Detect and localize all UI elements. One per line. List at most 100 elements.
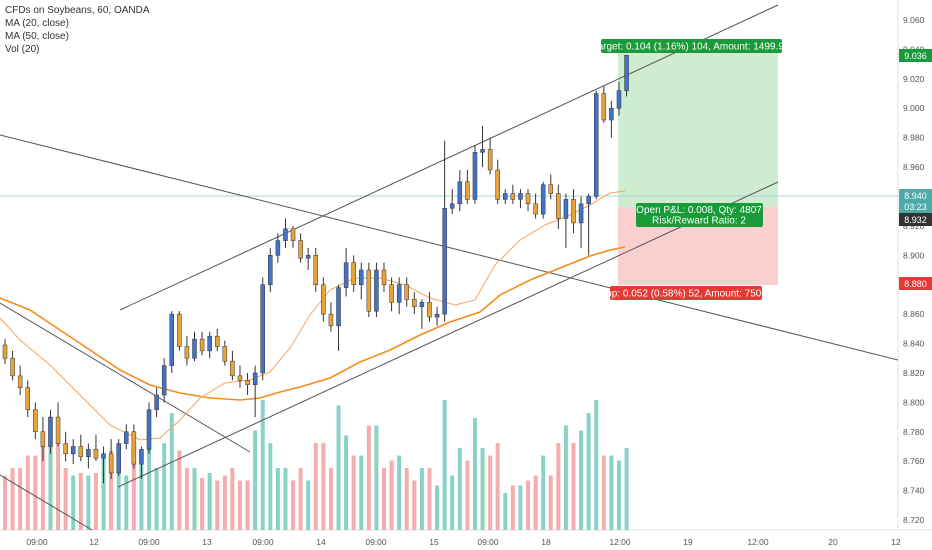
- candle-body[interactable]: [131, 431, 137, 465]
- stop-label[interactable]: Stop: 0.052 (0.58%) 52, Amount: 750.04: [597, 286, 776, 300]
- legend-vol[interactable]: Vol (20): [5, 44, 40, 55]
- candle-body[interactable]: [139, 449, 144, 465]
- candle-body[interactable]: [465, 181, 470, 200]
- target-label[interactable]: Target: 0.104 (1.16%) 104, Amount: 1499.…: [593, 39, 790, 53]
- candle-body[interactable]: [480, 149, 485, 153]
- bottom-left-line[interactable]: [0, 474, 93, 531]
- candle-body[interactable]: [328, 313, 334, 327]
- time-axis[interactable]: 09:00 12 09:00 13 09:00 14 09:00 15 09:00 18 12:00…: [26, 537, 901, 547]
- candle-body[interactable]: [2, 344, 8, 359]
- candle-body[interactable]: [556, 193, 561, 219]
- candle-body[interactable]: [472, 152, 478, 200]
- candle-body[interactable]: [503, 193, 508, 200]
- candle-body[interactable]: [78, 446, 84, 458]
- candle-body[interactable]: [404, 284, 409, 300]
- candle-body[interactable]: [343, 262, 349, 288]
- candle-body[interactable]: [275, 240, 281, 256]
- candle-body[interactable]: [222, 346, 228, 362]
- candle-body[interactable]: [487, 149, 493, 171]
- downtrend-line[interactable]: [0, 134, 899, 361]
- candle-body[interactable]: [457, 181, 463, 205]
- candle-body[interactable]: [366, 269, 372, 312]
- candle-body[interactable]: [313, 255, 319, 285]
- candle-body[interactable]: [381, 269, 387, 285]
- candle-body[interactable]: [305, 255, 311, 259]
- candle-body[interactable]: [161, 365, 167, 396]
- candle-body[interactable]: [412, 299, 417, 308]
- candle-body[interactable]: [396, 284, 402, 303]
- candle-body[interactable]: [93, 449, 99, 459]
- candle-body[interactable]: [616, 90, 622, 109]
- candle-body[interactable]: [283, 228, 288, 241]
- candle-body[interactable]: [10, 357, 15, 377]
- candle-body[interactable]: [63, 443, 68, 455]
- candle-body[interactable]: [290, 228, 296, 241]
- pnl-label[interactable]: Open P&L: 0.008, Qty: 4807 Risk/Reward R…: [636, 203, 763, 227]
- candle-body[interactable]: [321, 284, 326, 315]
- candle-body[interactable]: [40, 431, 46, 447]
- candle-body[interactable]: [593, 93, 599, 197]
- candle-body[interactable]: [101, 453, 106, 459]
- candle-body[interactable]: [184, 346, 190, 359]
- candle-body[interactable]: [525, 193, 531, 205]
- candle-body[interactable]: [601, 93, 607, 121]
- candlesticks[interactable]: [2, 55, 629, 484]
- candle-body[interactable]: [336, 287, 341, 327]
- candle-body[interactable]: [434, 313, 440, 318]
- candle-body[interactable]: [108, 453, 114, 474]
- candle-body[interactable]: [252, 372, 258, 385]
- candle-body[interactable]: [495, 169, 500, 200]
- candle-body[interactable]: [230, 360, 235, 377]
- candle-body[interactable]: [260, 284, 265, 374]
- candle-body[interactable]: [571, 199, 576, 224]
- candle-body[interactable]: [169, 313, 175, 366]
- candle-body[interactable]: [518, 193, 523, 200]
- candle-body[interactable]: [548, 184, 554, 194]
- candle-body[interactable]: [55, 416, 61, 444]
- target-zone[interactable]: [618, 52, 778, 207]
- candle-body[interactable]: [177, 313, 182, 347]
- candle-body[interactable]: [586, 196, 591, 205]
- candle-body[interactable]: [427, 302, 432, 318]
- candle-body[interactable]: [624, 55, 629, 91]
- legend-ma20[interactable]: MA (20, close): [5, 18, 69, 29]
- candle-body[interactable]: [374, 269, 379, 312]
- candle-body[interactable]: [154, 394, 159, 410]
- candle-body[interactable]: [245, 380, 250, 385]
- candle-body[interactable]: [17, 375, 23, 388]
- candle-body[interactable]: [146, 409, 152, 450]
- candle-body[interactable]: [449, 203, 455, 209]
- candle-body[interactable]: [86, 449, 91, 458]
- left-downtrend-line[interactable]: [0, 302, 251, 453]
- candle-body[interactable]: [563, 199, 569, 219]
- candle-body[interactable]: [199, 338, 205, 352]
- candle-body[interactable]: [214, 335, 220, 347]
- candle-body[interactable]: [510, 193, 516, 200]
- candle-body[interactable]: [578, 203, 584, 224]
- candle-body[interactable]: [268, 255, 273, 285]
- legend-ma50[interactable]: MA (50, close): [5, 31, 69, 42]
- candle-body[interactable]: [116, 443, 121, 474]
- candle-body[interactable]: [442, 207, 447, 315]
- candle-body[interactable]: [237, 375, 243, 381]
- candle-body[interactable]: [124, 431, 129, 444]
- candle-body[interactable]: [540, 184, 546, 215]
- candle-body[interactable]: [207, 335, 212, 352]
- channel-lower-line[interactable]: [117, 181, 779, 488]
- candle-body[interactable]: [298, 240, 303, 259]
- candle-body[interactable]: [359, 269, 364, 285]
- trend-lines[interactable]: [0, 4, 899, 531]
- candle-body[interactable]: [25, 387, 30, 410]
- candle-body[interactable]: [609, 107, 614, 121]
- candle-body[interactable]: [70, 446, 76, 455]
- candle-body[interactable]: [389, 284, 394, 303]
- candle-body[interactable]: [351, 262, 356, 285]
- channel-upper-line[interactable]: [119, 4, 779, 311]
- candle-body[interactable]: [48, 416, 53, 447]
- candle-body[interactable]: [33, 409, 38, 433]
- candle-body[interactable]: [419, 302, 425, 308]
- candle-body[interactable]: [192, 338, 197, 359]
- legend-symbol[interactable]: CFDs on Soybeans, 60, OANDA: [5, 5, 150, 16]
